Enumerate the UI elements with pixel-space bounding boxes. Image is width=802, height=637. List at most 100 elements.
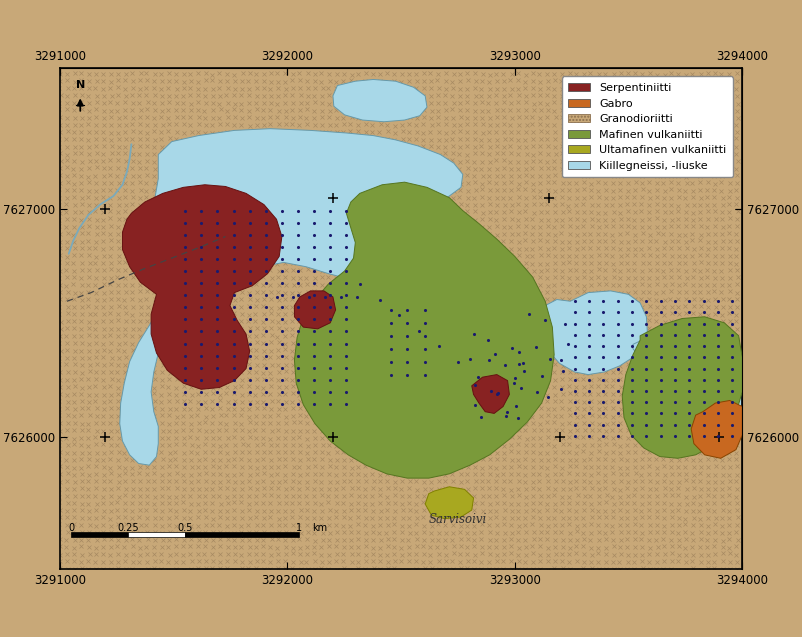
Point <box>308 350 321 361</box>
Point <box>697 386 710 396</box>
Text: N: N <box>75 80 85 90</box>
Point <box>340 326 353 336</box>
Point <box>516 358 529 368</box>
Point <box>227 362 240 373</box>
Point <box>554 384 567 394</box>
Point <box>697 431 710 441</box>
Point <box>640 420 653 430</box>
Point <box>611 330 624 340</box>
Point <box>697 308 710 318</box>
Point <box>726 375 739 385</box>
Point <box>654 386 667 396</box>
Point <box>340 314 353 324</box>
Point <box>385 318 398 328</box>
Point <box>308 302 321 312</box>
Point <box>683 375 696 385</box>
Point <box>195 399 208 409</box>
Polygon shape <box>294 182 554 478</box>
Point <box>711 431 724 441</box>
Text: km: km <box>312 523 327 533</box>
Point <box>464 354 476 364</box>
Point <box>243 206 256 216</box>
Point <box>373 294 386 304</box>
Point <box>227 278 240 288</box>
Point <box>512 359 525 369</box>
Point <box>179 278 192 288</box>
Point <box>569 420 581 430</box>
Legend: Serpentiniitti, Gabro, Granodioriitti, Mafinen vulkaniitti, Ultamafinen vulkanii: Serpentiniitti, Gabro, Granodioriitti, M… <box>561 76 733 178</box>
Point <box>340 302 353 312</box>
Point <box>597 420 610 430</box>
Point <box>308 326 321 336</box>
Point <box>243 314 256 324</box>
Point <box>583 431 596 441</box>
Point <box>275 206 288 216</box>
Point <box>340 266 353 276</box>
Point <box>626 318 638 329</box>
Bar <box>185 533 241 537</box>
Point <box>491 389 504 399</box>
Point <box>583 420 596 430</box>
Point <box>308 375 321 385</box>
Point <box>432 341 445 351</box>
Point <box>324 206 337 216</box>
Point <box>583 386 596 396</box>
Point <box>583 308 596 318</box>
Point <box>385 304 398 315</box>
Point <box>683 420 696 430</box>
Point <box>669 420 682 430</box>
Point <box>308 338 321 348</box>
Point <box>308 399 321 409</box>
Point <box>195 326 208 336</box>
Point <box>509 373 522 383</box>
Point <box>292 399 305 409</box>
Point <box>243 362 256 373</box>
Point <box>557 366 569 376</box>
Point <box>726 308 739 318</box>
Point <box>711 364 724 374</box>
Point <box>611 308 624 318</box>
Point <box>227 242 240 252</box>
Point <box>308 218 321 228</box>
Point <box>626 352 638 362</box>
Point <box>711 375 724 385</box>
Point <box>654 408 667 419</box>
Point <box>683 386 696 396</box>
Point <box>669 330 682 340</box>
Point <box>711 352 724 362</box>
Point <box>324 278 337 288</box>
Point <box>179 266 192 276</box>
Point <box>583 341 596 351</box>
Point <box>654 296 667 306</box>
Point <box>654 431 667 441</box>
Point <box>697 341 710 351</box>
Point <box>419 343 431 354</box>
Point <box>259 278 272 288</box>
Point <box>697 330 710 340</box>
Point <box>227 338 240 348</box>
Point <box>275 290 288 300</box>
Point <box>452 357 464 367</box>
Point <box>530 343 543 353</box>
Point <box>259 242 272 252</box>
Point <box>211 218 224 228</box>
Text: 0.5: 0.5 <box>177 522 192 533</box>
Point <box>512 347 525 357</box>
Point <box>243 230 256 240</box>
Point <box>711 386 724 396</box>
Point <box>195 387 208 397</box>
Point <box>523 309 536 319</box>
Point <box>195 302 208 312</box>
Point <box>324 387 337 397</box>
Point <box>683 408 696 419</box>
Point <box>308 290 321 300</box>
Point <box>324 350 337 361</box>
Point <box>654 352 667 362</box>
Point <box>583 296 596 306</box>
Point <box>179 338 192 348</box>
Point <box>243 375 256 385</box>
Point <box>536 371 549 381</box>
Point <box>482 334 495 345</box>
Point <box>697 364 710 374</box>
Point <box>597 386 610 396</box>
